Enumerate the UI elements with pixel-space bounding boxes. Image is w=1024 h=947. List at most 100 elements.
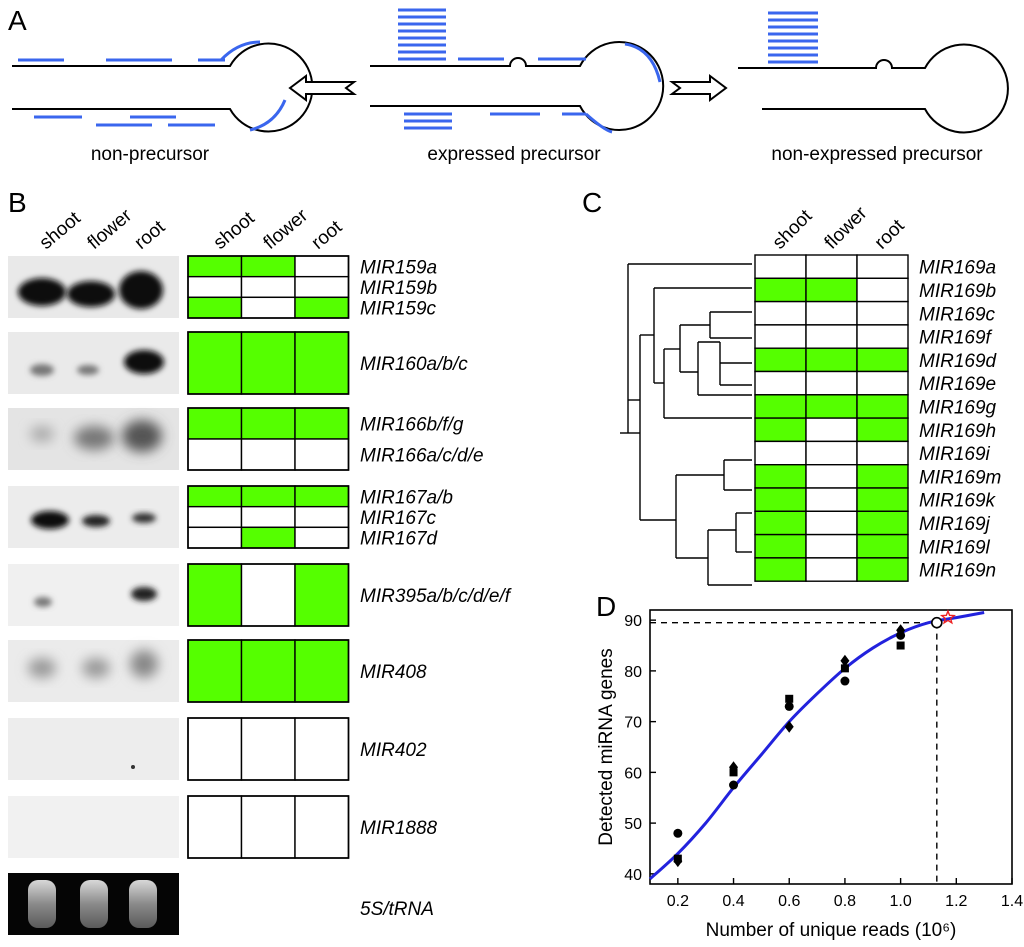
y-tick-label: 50 — [624, 816, 642, 833]
x-tick-label: 0.8 — [834, 893, 856, 910]
gene-label: MIR169m — [919, 467, 1001, 488]
gene-label: MIR169l — [919, 537, 991, 558]
expression-cell — [856, 370, 909, 396]
blot-mir167 — [8, 486, 179, 548]
expression-cell — [805, 533, 858, 559]
data-point-square — [840, 664, 849, 673]
expression-cell — [187, 639, 243, 703]
expression-cell — [294, 407, 350, 440]
expression-cell — [805, 300, 858, 326]
expression-cell — [754, 533, 807, 559]
expression-cell — [294, 255, 350, 278]
column-labels-c: shoot flower root — [769, 202, 910, 253]
expression-cell — [856, 464, 909, 489]
data-point-diamond — [840, 654, 850, 667]
panel-d-letter: D — [596, 591, 616, 622]
y-tick-label: 60 — [624, 765, 642, 782]
gene-label: MIR169a — [919, 258, 996, 279]
c-col-flower: flower — [821, 202, 872, 253]
gene-label: MIR169b — [919, 281, 996, 302]
gene-label: MIR166a/c/d/e — [360, 446, 484, 467]
expression-cell — [294, 485, 350, 508]
expression-cell — [240, 438, 296, 471]
dendrogram — [620, 263, 752, 586]
expression-cell — [856, 557, 909, 582]
data-point-circle — [840, 676, 850, 686]
expression-group-frame — [187, 563, 350, 627]
highlight-open-circle — [931, 616, 943, 629]
expression-cell — [187, 438, 243, 471]
expression-cell — [754, 510, 807, 536]
gene-label: MIR166b/f/g — [360, 415, 464, 436]
gene-label: MIR169k — [919, 491, 997, 512]
expression-cell — [754, 464, 807, 489]
y-tick-label: 40 — [624, 867, 642, 884]
expression-cell — [856, 394, 909, 419]
expression-cell — [294, 639, 350, 703]
expression-cell — [754, 300, 807, 326]
panel-c-letter: C — [582, 187, 602, 218]
gel-5s-trna — [8, 873, 179, 935]
expression-cell — [754, 557, 807, 582]
expression-cell — [754, 440, 807, 466]
expression-cell — [240, 795, 296, 859]
gene-label: MIR402 — [360, 740, 427, 761]
expression-cell — [294, 563, 350, 627]
expression-cell — [754, 417, 807, 443]
expression-cell — [240, 296, 296, 319]
expression-cell — [187, 505, 243, 529]
expression-cell — [805, 510, 858, 536]
caption-non-precursor: non-precursor — [91, 144, 210, 165]
expression-cell — [805, 370, 858, 396]
expression-cell — [856, 440, 909, 466]
expression-cell — [294, 438, 350, 471]
expression-cell — [240, 255, 296, 278]
expression-cell — [294, 505, 350, 529]
gene-label: MIR159a — [360, 257, 437, 278]
caption-non-expressed-precursor: non-expressed precursor — [771, 144, 983, 165]
expression-cell — [294, 331, 350, 395]
expression-cell — [856, 487, 909, 512]
blot-mir1888 — [8, 796, 179, 858]
expression-cell — [856, 417, 909, 443]
expression-cell — [805, 394, 858, 419]
gene-label: MIR159b — [360, 278, 437, 299]
expression-cell — [805, 487, 858, 512]
data-point-diamond — [784, 720, 794, 733]
plot-frame — [649, 609, 1013, 885]
blot-column-labels: shoot flower root — [36, 205, 170, 254]
expression-group-frame — [187, 485, 350, 549]
data-point-square — [785, 694, 794, 703]
expression-cell — [240, 275, 296, 299]
y-tick-label: 80 — [624, 664, 642, 681]
gene-label: MIR169c — [919, 304, 996, 325]
gene-label: MIR395a/b/c/d/e/f — [360, 586, 512, 607]
gene-label: MIR169i — [919, 444, 991, 465]
expression-cell — [856, 347, 909, 373]
blot-mir395 — [8, 564, 179, 626]
expression-cell — [856, 277, 909, 303]
expression-group-frame — [187, 407, 350, 471]
gene-label: MIR159c — [360, 299, 437, 320]
expression-group-frame — [187, 639, 350, 703]
arrow-left — [288, 74, 357, 102]
blot-mir159 — [8, 256, 179, 318]
expression-cell — [294, 526, 350, 549]
expression-cell — [294, 275, 350, 299]
expression-cell — [240, 563, 296, 627]
loading-control-label: 5S/tRNA — [360, 899, 434, 920]
expression-cell — [754, 324, 807, 349]
expression-cell — [240, 717, 296, 781]
data-point-diamond — [673, 855, 683, 868]
grid-col-shoot: shoot — [210, 207, 260, 253]
expression-cell — [294, 795, 350, 859]
expression-cell — [856, 300, 909, 326]
expression-cell — [805, 417, 858, 443]
gene-label: MIR169h — [919, 421, 996, 442]
expression-cell — [187, 485, 243, 508]
data-point-square — [896, 641, 905, 650]
expression-cell — [805, 254, 858, 279]
expression-group-frame — [187, 255, 350, 319]
gene-label: MIR160a/b/c — [360, 354, 468, 375]
y-tick-label: 70 — [624, 715, 642, 732]
